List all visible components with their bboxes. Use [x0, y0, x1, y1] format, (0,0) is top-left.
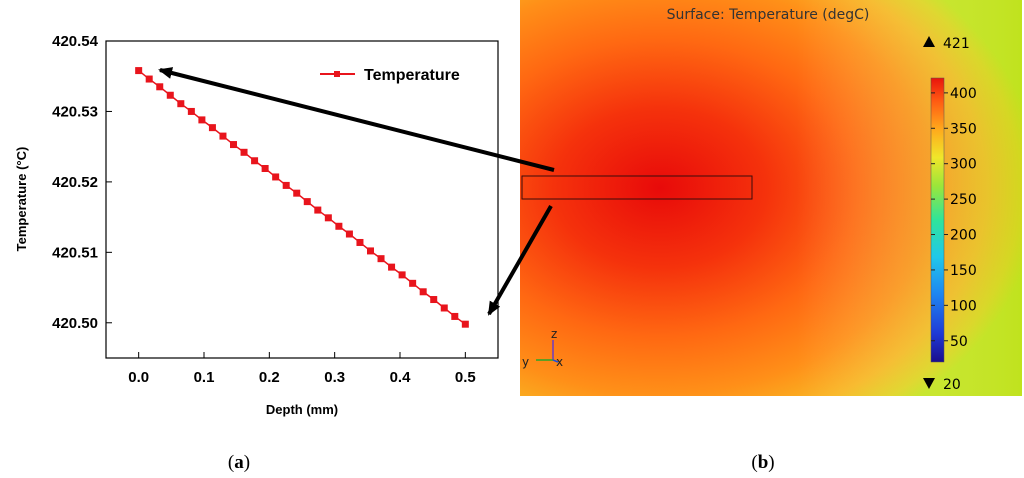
data-point: [166, 91, 174, 99]
colorbar-tick-label: 150: [950, 263, 977, 279]
data-point: [187, 107, 195, 115]
data-point: [282, 181, 290, 189]
x-tick-label: 0.1: [194, 369, 215, 386]
colorbar-tick-label: 100: [950, 298, 977, 314]
triad-z-label: z: [551, 327, 557, 341]
data-point: [272, 173, 280, 181]
needle-probe-outline: [521, 175, 753, 200]
data-point: [345, 230, 353, 238]
colorbar-min-label: 20: [943, 377, 961, 393]
legend-marker-swatch: [334, 71, 340, 77]
min-triangle-icon: [923, 378, 935, 389]
data-point: [440, 304, 448, 312]
triad-y-label: y: [522, 355, 529, 369]
data-point: [430, 296, 438, 304]
data-point: [261, 165, 269, 173]
data-point: [409, 279, 417, 287]
colorbar-tick-label: 350: [950, 121, 977, 137]
data-point: [198, 116, 206, 124]
x-axis-title: Depth (mm): [266, 402, 338, 417]
x-axis: 0.0 0.1 0.2 0.3 0.4 0.5: [128, 352, 476, 386]
temperature-series-points: [135, 67, 469, 328]
data-point: [156, 83, 164, 91]
colorbar-tick-label: 300: [950, 157, 977, 173]
y-axis: 420.50 420.51 420.52 420.53 420.54: [52, 33, 112, 332]
colorbar-max-label: 421: [943, 36, 970, 52]
temperature-field-map: Surface: Temperature (degC) 50 100 150 200 2…: [520, 0, 1022, 473]
heatmap-title: Surface: Temperature (degC): [667, 7, 870, 23]
data-point: [251, 157, 259, 165]
x-tick-label: 0.2: [259, 369, 280, 386]
data-point: [230, 141, 238, 149]
data-point: [219, 132, 227, 140]
data-point: [461, 320, 469, 328]
colorbar-ticks: 50 100 150 200 250 300 350 400: [931, 86, 977, 350]
data-point: [388, 263, 396, 271]
colorbar: 50 100 150 200 250 300 350 400 421 20: [923, 36, 977, 393]
colorbar-tick-label: 200: [950, 228, 977, 244]
arrow-to-depth-point: [487, 205, 553, 316]
x-tick-label: 0.4: [390, 369, 412, 386]
colorbar-tick-label: 400: [950, 86, 977, 102]
axis-triad-icon: z y x: [522, 327, 563, 369]
caption-b: (b): [751, 452, 774, 473]
data-point: [240, 148, 248, 156]
heatmap-edge-tint: [520, 0, 1022, 396]
data-point: [377, 255, 385, 263]
legend-label: Temperature: [364, 67, 460, 84]
y-axis-title: Temperature (°C): [14, 147, 29, 252]
colorbar-tick-label: 50: [950, 334, 968, 350]
colorbar-gradient: [930, 77, 945, 363]
caption-a: (a): [228, 452, 250, 473]
x-tick-label: 0.0: [128, 369, 149, 386]
max-triangle-icon: [923, 36, 935, 47]
y-tick-label: 420.50: [52, 315, 98, 332]
data-point: [303, 198, 311, 206]
colorbar-tick-label: 250: [950, 192, 977, 208]
data-point: [419, 288, 427, 296]
caption-a-letter: a: [234, 452, 244, 473]
line-chart: 0.0 0.1 0.2 0.3 0.4 0.5 420.50420.51420.52420…: [14, 33, 499, 473]
data-point: [135, 67, 143, 75]
data-point: [314, 206, 322, 214]
y-tick-label: 420.54: [52, 33, 99, 50]
plot-frame: [105, 40, 499, 359]
y-tick-label: 420.51: [52, 244, 98, 261]
triad-x-label: x: [556, 355, 563, 369]
data-point: [366, 247, 374, 255]
data-point: [293, 189, 301, 197]
x-tick-label: 0.5: [455, 369, 476, 386]
x-tick-label: 0.3: [324, 369, 345, 386]
y-tick-label: 420.53: [52, 103, 98, 120]
arrow-to-surface-point: [158, 67, 555, 172]
data-point: [324, 214, 332, 222]
data-point: [398, 271, 406, 279]
data-point: [177, 100, 185, 108]
data-point: [208, 124, 216, 132]
data-point: [356, 238, 364, 246]
data-point: [451, 312, 459, 320]
y-tick-label: 420.52: [52, 174, 98, 191]
triad-x-axis: [552, 359, 559, 363]
data-point: [145, 75, 153, 83]
data-point: [335, 222, 343, 230]
caption-b-letter: b: [758, 452, 769, 473]
legend: Temperature: [320, 67, 460, 84]
